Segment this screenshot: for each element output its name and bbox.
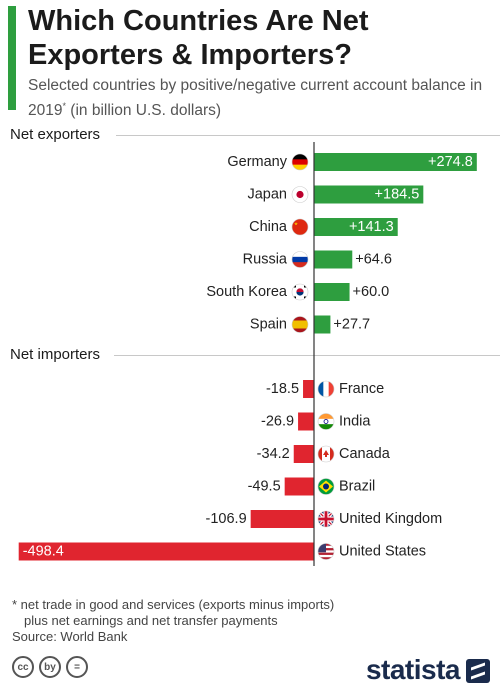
subtitle-text: Selected countries by positive/negative … <box>28 77 483 120</box>
flag-spain-icon <box>291 316 309 333</box>
bar-spain <box>314 315 331 334</box>
bar-brazil <box>284 477 314 496</box>
chart-title: Which Countries Are Net Exporters & Impo… <box>28 5 369 71</box>
value-label-china: +141.3 <box>349 219 394 235</box>
bar-united-states <box>18 542 315 561</box>
license-icons: cc by = <box>12 656 88 678</box>
category-label-china: China <box>249 219 288 235</box>
flag-china-icon <box>291 218 309 236</box>
category-label-russia: Russia <box>243 252 288 268</box>
value-label-south-korea: +60.0 <box>353 284 390 300</box>
bar-chart: Germany +274.8 Japan +184.5 China +141.3 Russi… <box>18 142 477 566</box>
category-label-france: France <box>339 381 384 397</box>
flag-france-icon <box>317 380 335 398</box>
value-label-france: -18.5 <box>266 381 299 397</box>
category-label-united-kingdom: United Kingdom <box>339 511 442 527</box>
statista-logo-text[interactable]: statista <box>365 654 461 685</box>
flag-south-korea-icon <box>291 283 309 301</box>
category-label-canada: Canada <box>339 446 391 462</box>
section-divider-exporters <box>116 135 500 136</box>
category-label-india: India <box>339 414 371 430</box>
no-derivatives-icon[interactable]: = <box>66 656 88 678</box>
value-label-united-states: -498.4 <box>23 544 64 560</box>
source-text: Source: World Bank <box>12 629 128 644</box>
bar-japan <box>314 185 424 204</box>
flag-canada-icon <box>317 445 335 463</box>
category-label-brazil: Brazil <box>339 479 375 495</box>
value-label-canada: -34.2 <box>257 446 290 462</box>
flag-russia-icon <box>291 251 309 268</box>
category-label-spain: Spain <box>250 317 287 333</box>
category-label-japan: Japan <box>247 187 287 203</box>
value-label-japan: +184.5 <box>375 187 420 203</box>
footnote-line-2: plus net earnings and net transfer payme… <box>24 613 278 628</box>
footnote-line-1: * net trade in good and services (export… <box>12 597 335 612</box>
flag-united-states-icon <box>317 543 335 560</box>
value-label-germany: +274.8 <box>428 154 473 170</box>
subtitle-unit: (in billion U.S. dollars) <box>66 102 222 120</box>
value-label-spain: +27.7 <box>333 317 370 333</box>
chart-subtitle: Selected countries by positive/negative … <box>28 76 488 121</box>
flag-japan-icon <box>291 186 309 203</box>
bar-germany <box>314 153 477 171</box>
bar-united-kingdom <box>250 510 314 528</box>
section-label-exporters: Net exporters <box>10 126 101 143</box>
subtitle-marker: * <box>62 101 66 111</box>
category-label-south-korea: South Korea <box>206 284 288 300</box>
accent-bar <box>8 6 16 110</box>
section-label-importers: Net importers <box>10 346 101 363</box>
category-label-germany: Germany <box>227 154 287 170</box>
bar-russia <box>314 250 353 269</box>
bar-canada <box>293 445 314 463</box>
value-label-brazil: -49.5 <box>248 479 281 495</box>
bar-china <box>314 218 398 236</box>
statista-logo-icon[interactable] <box>466 659 490 683</box>
bar-france <box>303 380 314 398</box>
category-label-united-states: United States <box>339 544 426 560</box>
flag-india-icon <box>317 413 335 430</box>
flag-brazil-icon <box>317 478 335 495</box>
flag-united-kingdom-icon <box>317 510 335 528</box>
attribution-icon[interactable]: by <box>39 656 61 678</box>
value-label-russia: +64.6 <box>355 252 392 268</box>
footnote: * net trade in good and services (export… <box>12 597 492 645</box>
bar-india <box>298 412 314 431</box>
value-label-india: -26.9 <box>261 414 294 430</box>
footer: cc by = statista <box>0 650 500 692</box>
bar-south-korea <box>314 283 350 301</box>
section-divider-importers <box>114 355 500 356</box>
flag-germany-icon <box>291 153 309 171</box>
value-label-united-kingdom: -106.9 <box>206 511 247 527</box>
creative-commons-icon[interactable]: cc <box>12 656 34 678</box>
